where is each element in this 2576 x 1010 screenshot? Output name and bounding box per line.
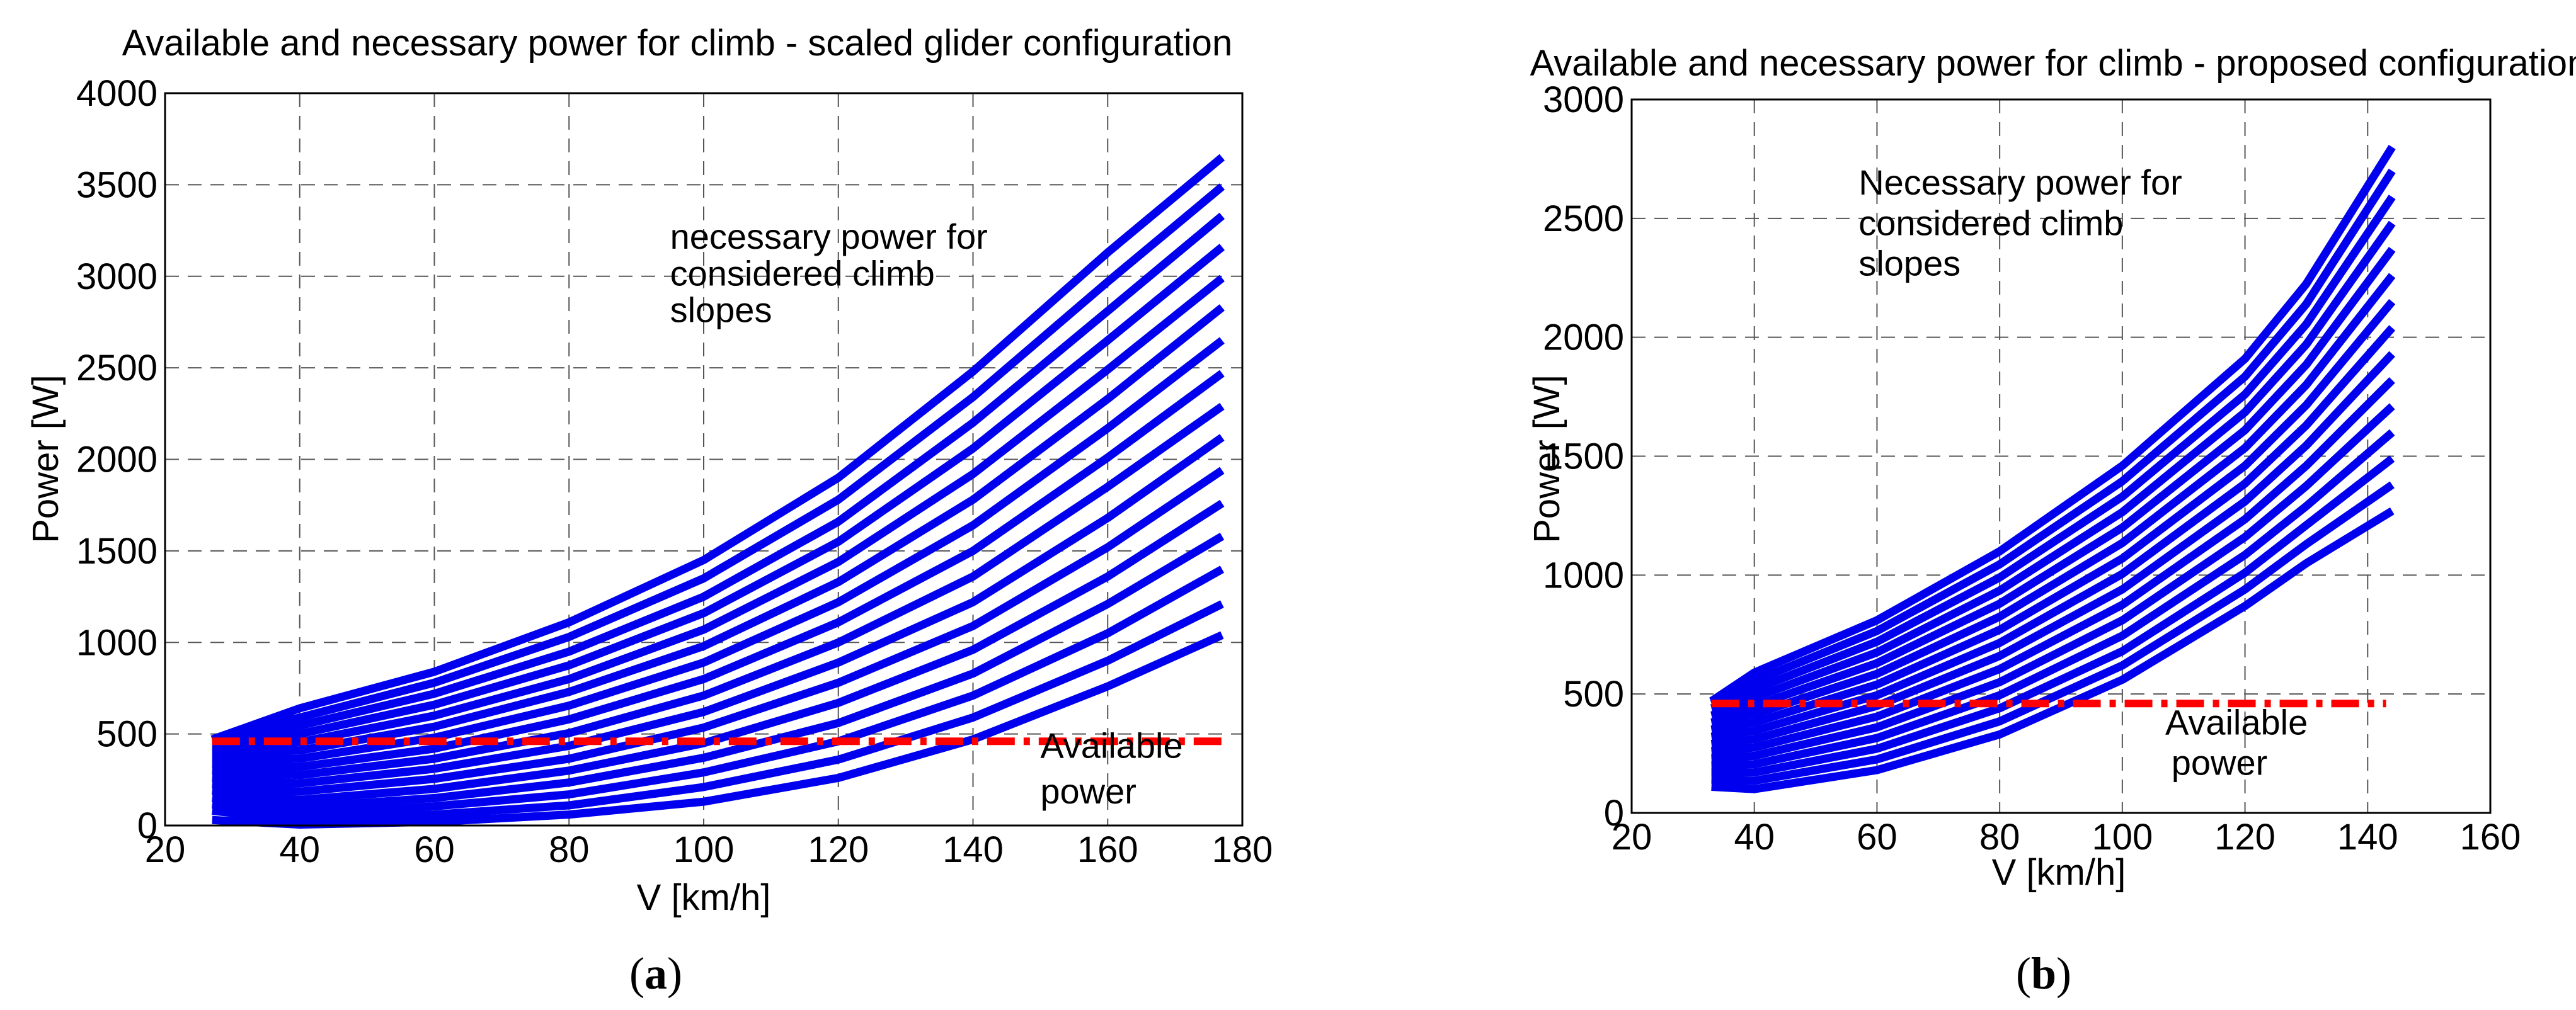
x-tick-label: 140 (942, 829, 1004, 870)
necessary-power-line-3 (1711, 455, 2395, 777)
x-tick-label: 120 (808, 829, 869, 870)
chart-a-title: Available and necessary power for climb … (122, 23, 1232, 64)
necessary-power-line-14 (1709, 168, 2396, 705)
chart-a-xlabel: V [km/h] (637, 877, 771, 918)
annotation-text: necessary power for (670, 217, 988, 256)
x-tick-label: 60 (414, 829, 455, 870)
y-tick-label: 2000 (76, 440, 157, 480)
necessary-power-line-8 (212, 402, 1225, 780)
x-tick-label: 180 (1212, 829, 1273, 870)
x-tick-label: 80 (1979, 817, 2020, 858)
necessary-power-line-13 (1710, 195, 2396, 708)
annotation-text: Necessary power for (1858, 162, 2182, 202)
chart-b-title: Available and necessary power for climb … (1530, 43, 2576, 84)
annotation-text: considered climb (1858, 203, 2123, 242)
chart-b-ylabel: Power [W] (1526, 375, 1567, 543)
y-tick-label: 2500 (1543, 198, 1624, 239)
x-tick-label: 120 (2214, 817, 2275, 858)
necessary-power-line-4 (212, 533, 1225, 812)
x-tick-label: 40 (1734, 817, 1775, 858)
chart-a-ticks: 20 40 60 80 100 120 140 160 180 0 500 1000 1500 2000 2… (76, 73, 1273, 870)
y-tick-label: 1500 (1543, 436, 1624, 477)
x-tick-label: 100 (2092, 817, 2153, 858)
chart-a-plot-frame (164, 92, 1244, 827)
necessary-power-line-5 (1711, 403, 2395, 763)
y-tick-label: 1000 (76, 622, 157, 663)
x-tick-label: 40 (279, 829, 320, 870)
necessary-power-line-2 (212, 600, 1224, 824)
x-tick-label: 160 (1077, 829, 1138, 870)
chart-a-series (210, 154, 1225, 829)
necessary-power-line-9 (1710, 298, 2396, 734)
necessary-power-line-1 (212, 631, 1224, 829)
y-tick-label: 2000 (1543, 317, 1624, 358)
y-tick-label: 1500 (76, 531, 157, 572)
chart-a-ylabel: Power [W] (25, 375, 66, 543)
x-tick-label: 20 (145, 829, 186, 870)
x-tick-label: 80 (549, 829, 590, 870)
y-tick-label: 4000 (76, 73, 157, 114)
x-tick-label: 100 (673, 829, 735, 870)
y-tick-label: 0 (137, 805, 157, 846)
y-tick-label: 3500 (76, 164, 157, 205)
necessary-power-line-10 (212, 337, 1225, 763)
necessary-power-line-9 (212, 370, 1225, 771)
y-tick-label: 1000 (1543, 555, 1624, 596)
necessary-power-line-7 (212, 434, 1225, 788)
y-tick-label: 2500 (76, 348, 157, 389)
x-tick-label: 60 (1857, 817, 1898, 858)
annotation-text: Available (1040, 725, 1182, 765)
necessary-power-line-12 (1710, 220, 2396, 713)
x-tick-label: 140 (2337, 817, 2398, 858)
necessary-power-line-6 (212, 467, 1225, 796)
necessary-power-line-4 (1711, 429, 2395, 769)
necessary-power-line-15 (1709, 145, 2396, 705)
annotation-text: power (1040, 771, 1136, 811)
y-tick-label: 3000 (1543, 79, 1624, 120)
annotation-text: slopes (670, 290, 772, 329)
necessary-power-line-10 (1710, 273, 2396, 727)
necessary-power-line-7 (1710, 351, 2395, 748)
necessary-power-line-14 (211, 212, 1225, 745)
chart-b-plot-frame (1630, 98, 2492, 814)
panel-b-label: (b) (2016, 948, 2071, 999)
necessary-power-line-8 (1710, 325, 2396, 741)
chart-b-ticks: 20 40 60 80 100 120 140 160 0 500 1000 1500 2000 2500… (1543, 79, 2521, 858)
y-tick-label: 3000 (76, 256, 157, 297)
annotation-text: considered climb (670, 253, 935, 293)
necessary-power-line-3 (212, 565, 1225, 819)
necessary-power-line-15 (211, 183, 1225, 744)
chart-b-series (1709, 145, 2396, 793)
necessary-power-line-11 (212, 304, 1225, 756)
y-tick-label: 500 (96, 714, 157, 755)
necessary-power-line-2 (1711, 481, 2395, 785)
y-tick-label: 0 (1604, 793, 1624, 834)
annotation-text: slopes (1858, 243, 1961, 283)
chart-b-xlabel: V [km/h] (1992, 852, 2126, 893)
necessary-power-line-12 (212, 275, 1225, 750)
y-tick-label: 500 (1563, 674, 1624, 715)
x-tick-label: 20 (1611, 817, 1652, 858)
annotation-text: Available (2165, 702, 2308, 742)
necessary-power-line-6 (1711, 377, 2395, 756)
chart-b: Available and necessary power for climb … (1526, 43, 2576, 999)
x-tick-label: 160 (2460, 817, 2521, 858)
annotation-text: power (2172, 743, 2268, 783)
panel-a-label: (a) (629, 948, 682, 999)
necessary-power-line-11 (1710, 247, 2396, 720)
necessary-power-line-13 (212, 244, 1225, 747)
necessary-power-line-16 (210, 154, 1225, 744)
chart-a: Available and necessary power for climb … (25, 23, 1273, 999)
